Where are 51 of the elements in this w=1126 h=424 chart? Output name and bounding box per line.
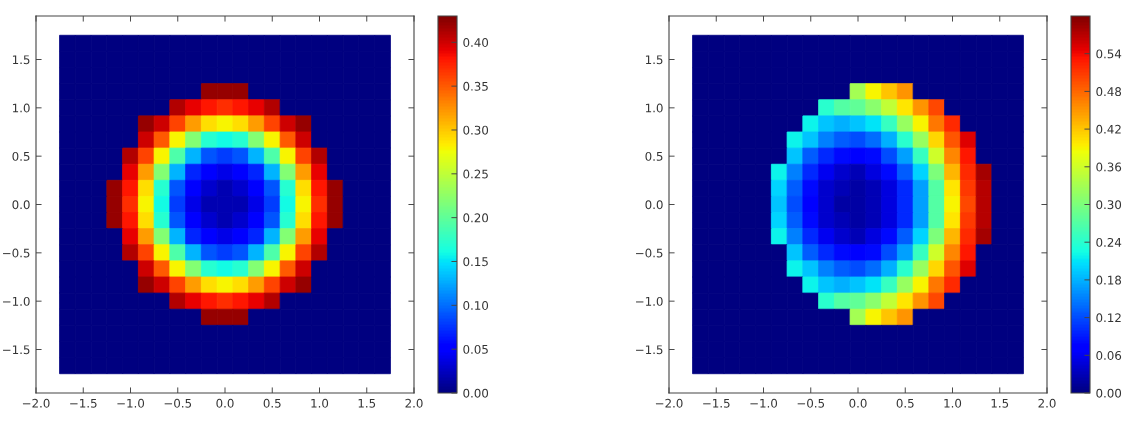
color-bar-label: 0.05: [463, 344, 488, 354]
x-tick-label: −1.5: [70, 398, 97, 408]
x-tick-label: 0.5: [263, 398, 281, 408]
y-tick-label: 0.0: [645, 200, 663, 210]
color-bar-label: 0.12: [1096, 313, 1121, 323]
color-bar-label: 0.15: [463, 257, 488, 267]
x-tick-label: −1.0: [117, 398, 145, 408]
color-bar-label: 0.42: [1096, 124, 1121, 134]
x-tick-label: 1.0: [311, 398, 329, 408]
color-bar-label: 0.48: [1096, 87, 1122, 97]
x-tick-label: 0.5: [896, 398, 914, 408]
color-bar-label: 0.54: [1096, 49, 1122, 59]
x-tick-label: 1.5: [358, 398, 376, 408]
x-tick-label: −1.5: [703, 398, 730, 408]
color-bar-label: 0.30: [1096, 200, 1122, 210]
y-tick-label: −1.0: [636, 296, 663, 306]
x-tick-label: 1.5: [991, 398, 1009, 408]
color-bar-label: 0.30: [463, 125, 489, 135]
y-tick-label: 0.5: [12, 151, 30, 161]
y-tick-label: 1.0: [12, 103, 30, 113]
color-bar-label: 0.20: [463, 213, 489, 223]
y-tick-label: −0.5: [3, 248, 30, 258]
color-bar-label: 0.00: [1096, 388, 1122, 398]
color-bar-label: 0.40: [463, 38, 489, 47]
color-bar-label: 0.00: [463, 388, 489, 398]
color-bar-label: 0.10: [463, 301, 489, 310]
color-bar-label: 0.24: [1096, 237, 1122, 247]
x-tick-label: −0.5: [164, 398, 192, 408]
color-bar-label: 0.36: [1096, 162, 1122, 172]
x-tick-label: −2.0: [22, 398, 50, 408]
y-tick-label: 1.5: [12, 55, 30, 65]
color-bar-label: 0.18: [1096, 275, 1122, 285]
x-tick-label: 0.0: [216, 398, 234, 408]
y-tick-label: 0.0: [12, 200, 30, 210]
y-tick-label: −1.5: [3, 345, 30, 355]
y-tick-label: −1.0: [3, 296, 30, 306]
x-tick-label: −1.0: [750, 398, 778, 408]
color-bar-label: 0.25: [463, 169, 488, 179]
color-bar-label: 0.35: [463, 81, 488, 91]
x-tick-label: −0.5: [797, 398, 825, 408]
y-tick-label: 1.5: [645, 55, 663, 65]
y-tick-label: 1.0: [645, 103, 663, 113]
x-tick-label: −2.0: [655, 398, 683, 408]
color-bar-label: 0.06: [1096, 351, 1122, 360]
y-tick-label: 0.5: [645, 151, 663, 161]
x-tick-label: 1.0: [944, 398, 962, 408]
x-tick-label: 2.0: [405, 398, 423, 408]
x-tick-label: 2.0: [1038, 398, 1056, 408]
y-tick-label: −1.5: [636, 345, 663, 355]
x-tick-label: 0.0: [849, 398, 867, 408]
y-tick-label: −0.5: [636, 248, 663, 258]
